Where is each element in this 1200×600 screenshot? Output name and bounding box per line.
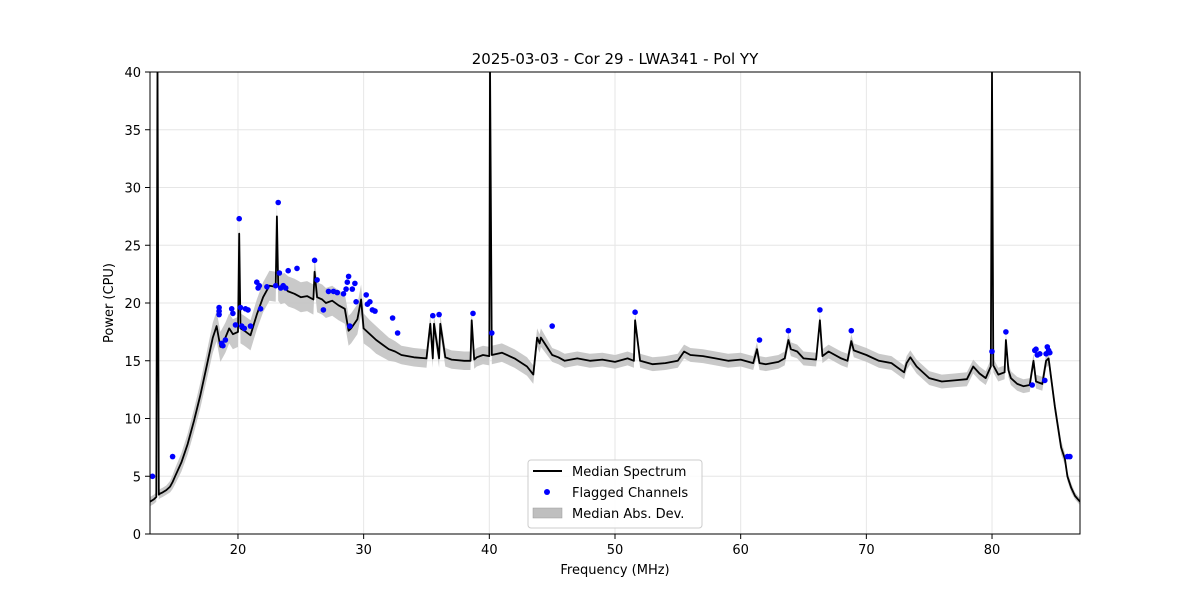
flagged-channel-point xyxy=(1033,346,1039,353)
median-spectrum-line xyxy=(150,72,1080,503)
flagged-channel-point xyxy=(230,310,236,317)
flagged-channel-point xyxy=(343,286,349,292)
y-tick-label: 5 xyxy=(133,470,141,485)
flagged-channel-point xyxy=(311,257,318,264)
flagged-channel-point xyxy=(470,310,476,317)
flagged-channel-point xyxy=(1047,349,1053,356)
flagged-channel-point xyxy=(228,306,235,312)
y-tick-label: 10 xyxy=(124,413,141,428)
flagged-channel-point xyxy=(756,337,763,343)
flagged-channel-point xyxy=(247,323,254,329)
flagged-channel-point xyxy=(216,311,222,318)
flagged-channel-point xyxy=(848,327,855,334)
x-tick-label: 40 xyxy=(481,543,498,558)
flagged-channel-point xyxy=(1037,351,1043,357)
flagged-channel-point xyxy=(169,453,176,460)
flagged-channel-point xyxy=(347,323,353,329)
flagged-channel-point xyxy=(257,306,264,312)
flagged-channel-point xyxy=(320,307,327,313)
flagged-channel-point xyxy=(245,307,251,313)
flagged-channel-point xyxy=(232,322,239,328)
flagged-channel-point xyxy=(275,199,282,206)
flagged-channel-point xyxy=(389,315,396,321)
flagged-channel-point xyxy=(237,304,244,311)
flagged-points-group xyxy=(149,199,1073,480)
flagged-channel-point xyxy=(272,282,279,289)
flagged-channel-point xyxy=(1029,382,1035,388)
legend-entry-mad: Median Abs. Dev. xyxy=(572,507,684,522)
flagged-channel-point xyxy=(236,215,242,222)
flagged-channel-point xyxy=(632,309,638,316)
flagged-channel-point xyxy=(220,342,226,349)
flagged-channel-point xyxy=(340,291,347,297)
x-tick-label: 70 xyxy=(858,543,875,558)
legend: Median Spectrum Flagged Channels Median … xyxy=(527,459,703,529)
flagged-channel-point xyxy=(353,299,359,305)
flagged-channel-point xyxy=(256,282,263,289)
flagged-channel-point xyxy=(1003,329,1009,335)
flagged-channel-point xyxy=(314,277,320,283)
flagged-channel-point xyxy=(549,323,555,329)
y-axis-ticks: 0 5 10 15 20 25 30 35 40 xyxy=(124,66,150,543)
flagged-channel-point xyxy=(1042,377,1048,384)
flagged-channel-point xyxy=(325,288,332,295)
flagged-channel-point xyxy=(430,312,436,319)
y-axis-label: Power (CPU) xyxy=(102,263,117,343)
y-tick-label: 35 xyxy=(124,124,141,139)
mad-band xyxy=(150,72,1080,507)
flagged-channel-point xyxy=(294,265,300,272)
legend-entry-median: Median Spectrum xyxy=(572,465,686,480)
flagged-channel-point xyxy=(334,289,341,296)
flagged-channel-point xyxy=(282,285,289,291)
flagged-channel-point xyxy=(345,273,352,280)
x-tick-label: 20 xyxy=(230,543,247,558)
median-line-group xyxy=(150,72,1080,503)
flagged-channel-point xyxy=(372,308,378,314)
flagged-channel-point xyxy=(276,270,283,276)
legend-point-swatch xyxy=(544,489,550,495)
chart-title: 2025-03-03 - Cor 29 - LWA341 - Pol YY xyxy=(472,50,759,68)
flagged-channel-point xyxy=(352,280,358,287)
mad-band-group xyxy=(150,72,1080,507)
y-tick-label: 40 xyxy=(124,66,141,81)
plot-area xyxy=(149,71,1081,535)
x-tick-label: 30 xyxy=(355,543,372,558)
flagged-channel-point xyxy=(1067,453,1073,460)
flagged-channel-point xyxy=(367,299,373,305)
flagged-channel-point xyxy=(394,330,401,336)
y-tick-label: 25 xyxy=(124,239,141,254)
flagged-channel-point xyxy=(363,292,370,298)
x-axis-ticks: 20 30 40 50 60 70 80 xyxy=(230,534,1001,558)
flagged-channel-point xyxy=(349,286,356,292)
legend-box xyxy=(527,459,703,529)
x-axis-label: Frequency (MHz) xyxy=(560,563,669,578)
flagged-channel-point xyxy=(989,348,995,355)
y-tick-label: 0 xyxy=(133,528,141,543)
x-tick-label: 50 xyxy=(607,543,624,558)
flagged-channel-point xyxy=(264,284,270,290)
x-tick-label: 80 xyxy=(984,543,1001,558)
y-tick-label: 30 xyxy=(124,182,141,197)
flagged-channel-point xyxy=(222,337,229,343)
legend-entry-flagged: Flagged Channels xyxy=(572,486,688,501)
flagged-channel-point xyxy=(285,267,292,274)
flagged-channel-point xyxy=(149,473,156,480)
flagged-channel-point xyxy=(817,307,823,313)
legend-band-swatch xyxy=(532,507,563,519)
x-tick-label: 60 xyxy=(732,543,749,558)
flagged-channel-point xyxy=(241,325,248,332)
y-tick-label: 20 xyxy=(124,297,141,312)
flagged-channel-point xyxy=(436,311,442,318)
flagged-channel-point xyxy=(489,330,495,336)
y-tick-label: 15 xyxy=(124,355,141,370)
flagged-channel-point xyxy=(785,327,792,334)
flagged-channel-point xyxy=(344,279,351,286)
